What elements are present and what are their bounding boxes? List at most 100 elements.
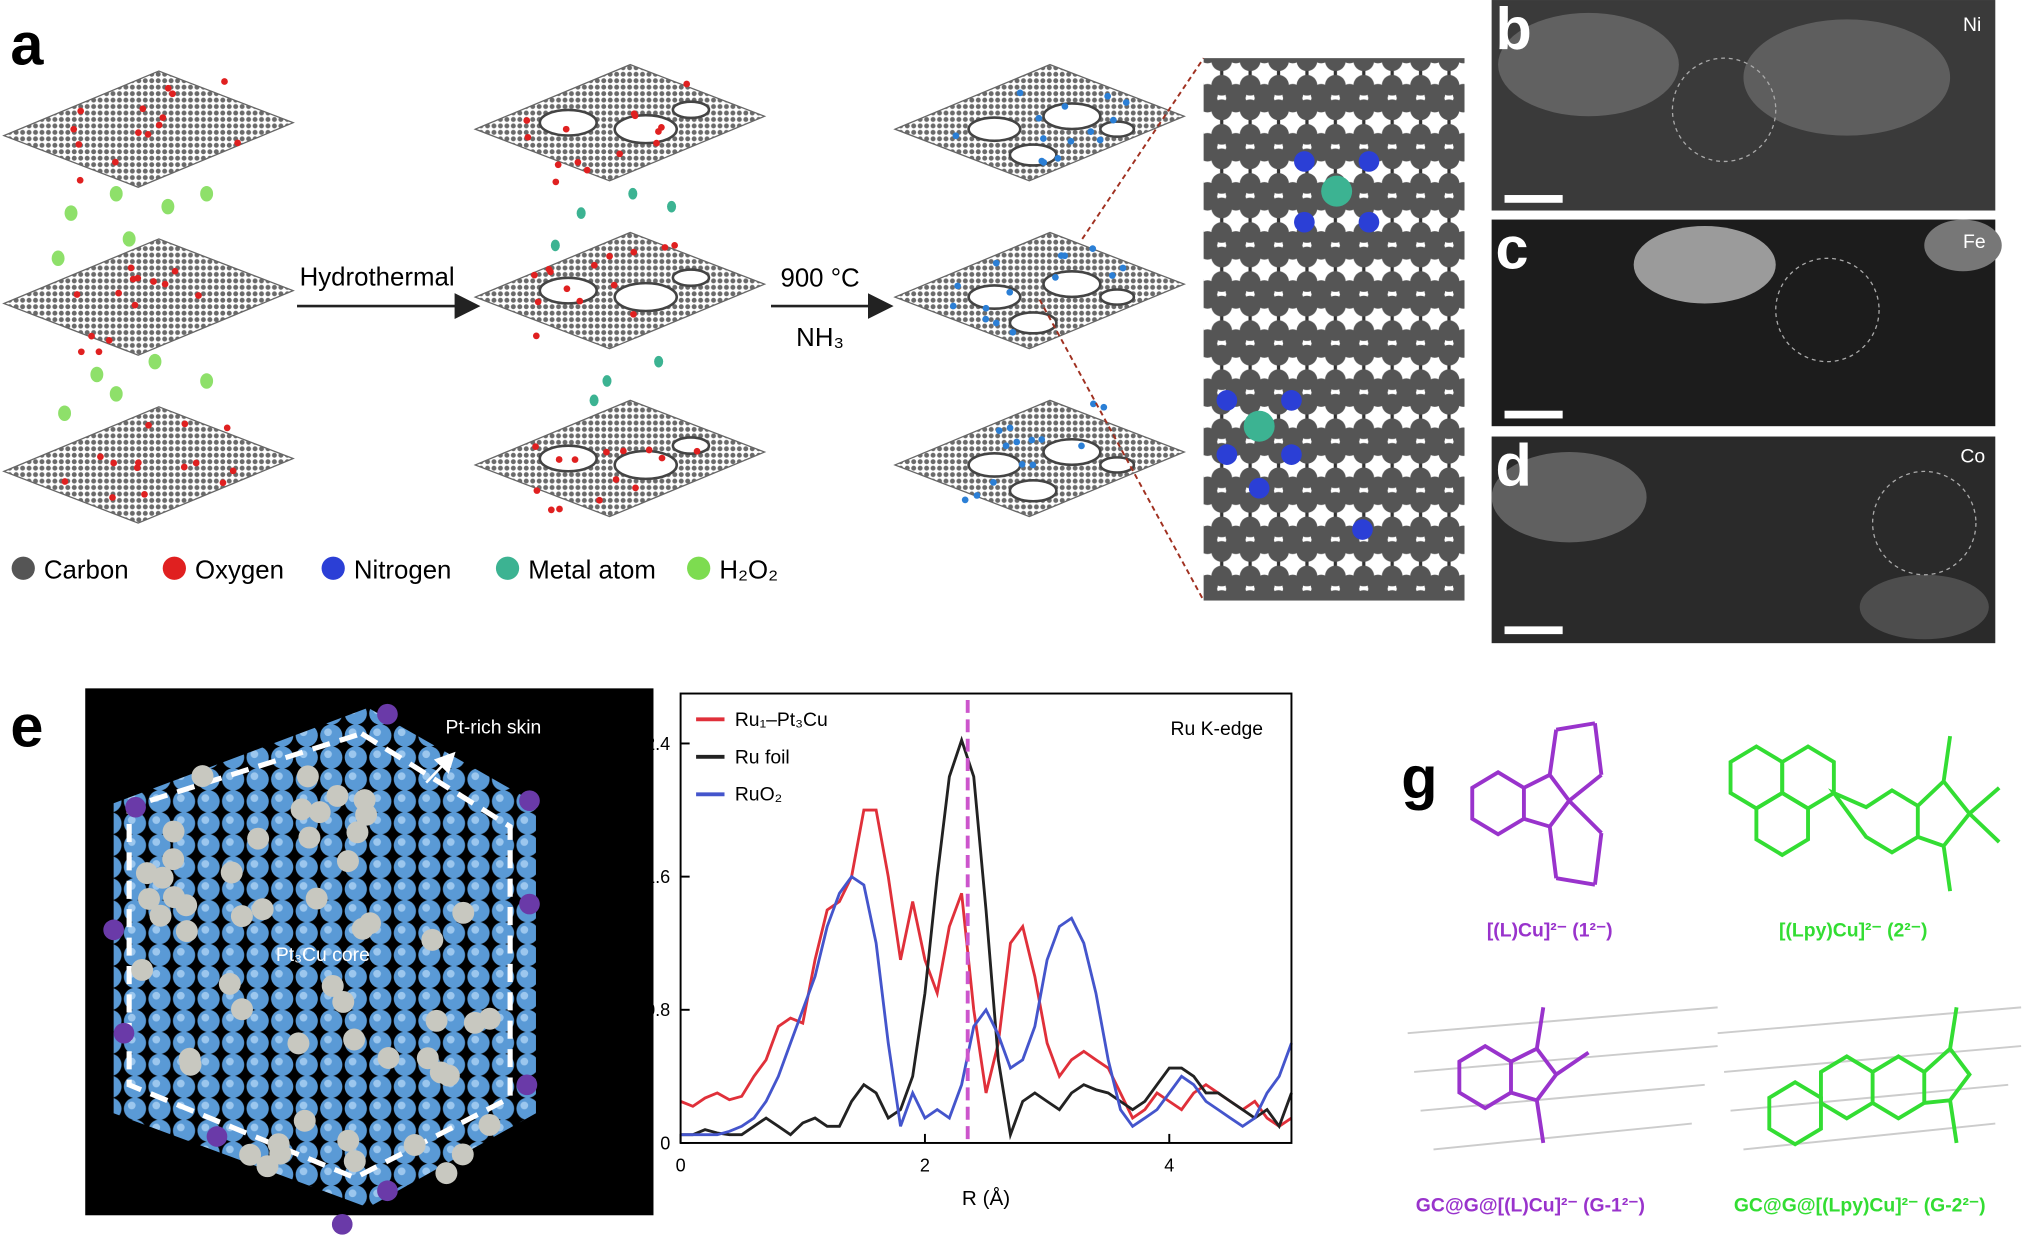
atom bbox=[1119, 264, 1127, 272]
atom bbox=[603, 448, 610, 456]
atom bbox=[169, 90, 176, 98]
atom bbox=[949, 302, 957, 310]
panel-letter: e bbox=[10, 692, 43, 759]
atom bbox=[658, 454, 666, 462]
atom bbox=[219, 479, 227, 487]
atom bbox=[1006, 424, 1014, 432]
atom bbox=[645, 446, 653, 454]
cu-atom bbox=[308, 801, 331, 824]
atom bbox=[1009, 328, 1017, 336]
atom bbox=[223, 424, 231, 432]
atom bbox=[159, 114, 167, 121]
cu-atom bbox=[267, 1133, 290, 1156]
cu-atom bbox=[451, 1143, 474, 1166]
ru-atom bbox=[377, 1180, 398, 1202]
graphene-sheet bbox=[2, 406, 295, 524]
sheet-hole bbox=[1099, 456, 1136, 474]
zoom-atoms bbox=[1216, 151, 1380, 540]
atom bbox=[111, 158, 119, 166]
atom bbox=[70, 125, 78, 133]
atom bbox=[1016, 89, 1024, 97]
annotation: Pt₃Cu core bbox=[276, 944, 370, 966]
atom bbox=[76, 176, 84, 184]
cu-atom bbox=[435, 1162, 458, 1185]
cu-atom bbox=[305, 887, 328, 910]
sheet-hole bbox=[613, 113, 679, 145]
x-tick-label: 0 bbox=[676, 1155, 686, 1175]
cu-atom bbox=[175, 920, 198, 943]
cu-atoms bbox=[103, 703, 540, 1235]
h2o2 bbox=[148, 353, 162, 370]
cu-atom bbox=[478, 1007, 501, 1030]
atom bbox=[590, 261, 598, 269]
ru-atom bbox=[331, 1213, 353, 1235]
graphene-sheet bbox=[2, 70, 295, 188]
cu-atom bbox=[337, 1129, 360, 1152]
cu-atom bbox=[346, 821, 369, 844]
atom bbox=[555, 456, 563, 463]
atom bbox=[552, 178, 560, 186]
sheet-hole bbox=[538, 108, 598, 137]
chart: 0 0.8 1.6 2.4 0 2 4 R (Å) |FT k³ χ(k)| Ru K-edge R… bbox=[612, 692, 1293, 1210]
cu-atom bbox=[247, 827, 270, 850]
atom bbox=[1090, 400, 1097, 408]
atom bbox=[150, 278, 157, 285]
atom bbox=[1029, 461, 1037, 469]
atom bbox=[610, 281, 618, 289]
legend-label: Nitrogen bbox=[354, 557, 452, 585]
graphene-sheet bbox=[893, 231, 1186, 350]
cu-atom bbox=[175, 894, 198, 917]
cu-atom bbox=[452, 901, 475, 924]
atom bbox=[97, 453, 104, 461]
atom bbox=[961, 496, 969, 504]
atom bbox=[630, 248, 638, 256]
ru-atom bbox=[103, 919, 124, 941]
cu-atom bbox=[421, 928, 444, 951]
atom bbox=[145, 421, 152, 429]
h2o2 bbox=[628, 187, 638, 200]
atom bbox=[161, 280, 169, 288]
atom bbox=[693, 447, 701, 455]
cu-atom bbox=[336, 850, 359, 873]
atom bbox=[523, 117, 531, 124]
atom bbox=[995, 427, 1003, 434]
atom bbox=[144, 131, 152, 138]
atom bbox=[954, 282, 961, 290]
panel-letter: d bbox=[1496, 432, 1532, 499]
atom bbox=[683, 80, 691, 88]
atom bbox=[982, 304, 990, 312]
ru-atom bbox=[516, 1074, 538, 1096]
atom bbox=[562, 125, 570, 133]
cu-atom bbox=[293, 1109, 316, 1132]
h2o2 bbox=[550, 239, 560, 252]
atom bbox=[88, 332, 95, 340]
cu-atom bbox=[149, 904, 172, 927]
atom bbox=[992, 259, 1000, 267]
atom bbox=[1040, 159, 1048, 166]
cu-atom bbox=[239, 1143, 262, 1166]
y-tick-label: 2.4 bbox=[645, 734, 670, 754]
series-line bbox=[680, 808, 1293, 1129]
arrow-label: Hydrothermal bbox=[300, 263, 455, 291]
sheet-hole bbox=[967, 452, 1022, 478]
legend: Carbon Oxygen Nitrogen Metal atom H₂O₂ bbox=[11, 557, 778, 585]
atom bbox=[952, 132, 960, 140]
atom bbox=[620, 447, 627, 455]
atom bbox=[61, 478, 69, 485]
cu-atom bbox=[298, 826, 321, 849]
sheet-hole bbox=[1042, 102, 1102, 131]
y-axis-label: |FT k³ χ(k)| bbox=[612, 872, 634, 965]
atom bbox=[109, 494, 116, 501]
atom bbox=[105, 336, 113, 344]
atom bbox=[583, 166, 591, 174]
cu-atom bbox=[218, 972, 241, 995]
atom bbox=[221, 78, 228, 85]
ru-atom bbox=[125, 796, 146, 818]
cu-atom bbox=[131, 958, 154, 981]
graphene-sheet bbox=[893, 63, 1186, 182]
legend-label: Ru₁–Pt₃Cu bbox=[735, 709, 828, 731]
series-line bbox=[680, 735, 1293, 1141]
y-tick-label: 0 bbox=[660, 1133, 670, 1153]
atom bbox=[77, 107, 85, 115]
cu-atom bbox=[296, 765, 319, 788]
